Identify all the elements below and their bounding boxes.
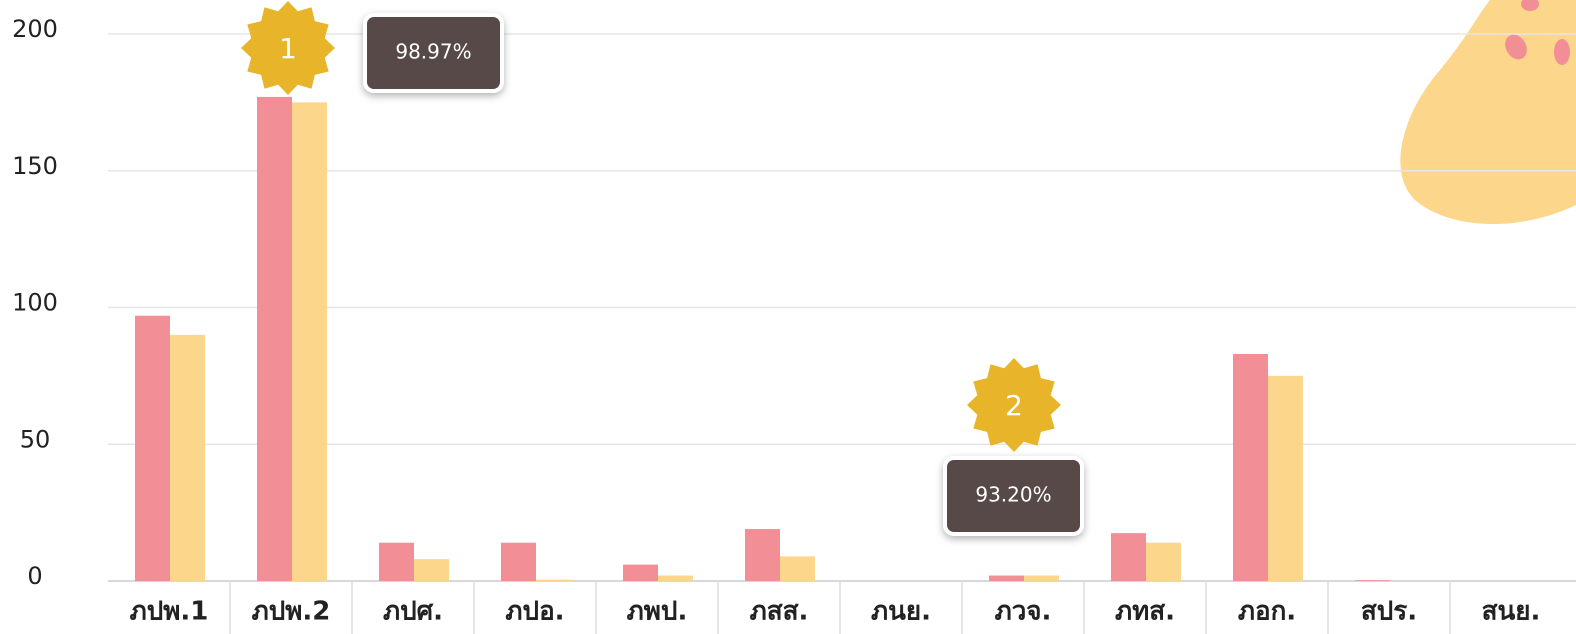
tooltip-label: 98.97% [395, 40, 471, 64]
tooltip-label: 93.20% [975, 483, 1051, 507]
x-tick-label: สนย. [1482, 597, 1541, 627]
x-tick-label: สปร. [1361, 597, 1417, 627]
bar [135, 315, 170, 581]
x-tick-label: ภสส. [750, 597, 809, 627]
bar [379, 542, 414, 581]
bar [1268, 375, 1303, 581]
bar [989, 575, 1024, 581]
x-tick-label: ภพป. [627, 597, 688, 627]
x-tick-label: ภนย. [871, 597, 931, 627]
rank-number: 2 [1005, 389, 1023, 422]
x-tick-label: ภปพ.2 [252, 597, 331, 627]
y-tick-label: 0 [27, 562, 42, 590]
bar [1024, 575, 1059, 581]
bar [1111, 533, 1146, 581]
rank-badge [967, 358, 1061, 452]
rank-badge [241, 1, 335, 95]
y-tick-label: 100 [12, 289, 58, 317]
tooltip-box [943, 456, 1084, 536]
y-tick-label: 200 [12, 15, 58, 43]
y-tick-label: 150 [12, 152, 58, 180]
bar [1146, 542, 1181, 581]
rank-number: 1 [279, 32, 297, 65]
bar [501, 542, 536, 581]
tooltip-box [363, 13, 504, 93]
x-tick-label: ภปอ. [505, 597, 564, 627]
bar [257, 96, 292, 581]
bar [745, 529, 780, 581]
bar [1355, 580, 1390, 581]
bar [658, 575, 693, 581]
decor-blob [1400, 0, 1576, 224]
x-tick-label: ภทส. [1115, 597, 1175, 627]
bar [1233, 353, 1268, 581]
x-tick-label: ภอก. [1238, 597, 1296, 627]
x-tick-label: ภวจ. [995, 597, 1052, 627]
bar [170, 334, 205, 581]
x-tick-label: ภปศ. [383, 597, 443, 627]
bar [414, 559, 449, 581]
bar [780, 556, 815, 581]
bar [623, 564, 658, 581]
bar [536, 579, 571, 581]
x-tick-label: ภปพ.1 [130, 597, 209, 627]
bar [292, 102, 327, 581]
y-tick-label: 50 [20, 425, 51, 453]
